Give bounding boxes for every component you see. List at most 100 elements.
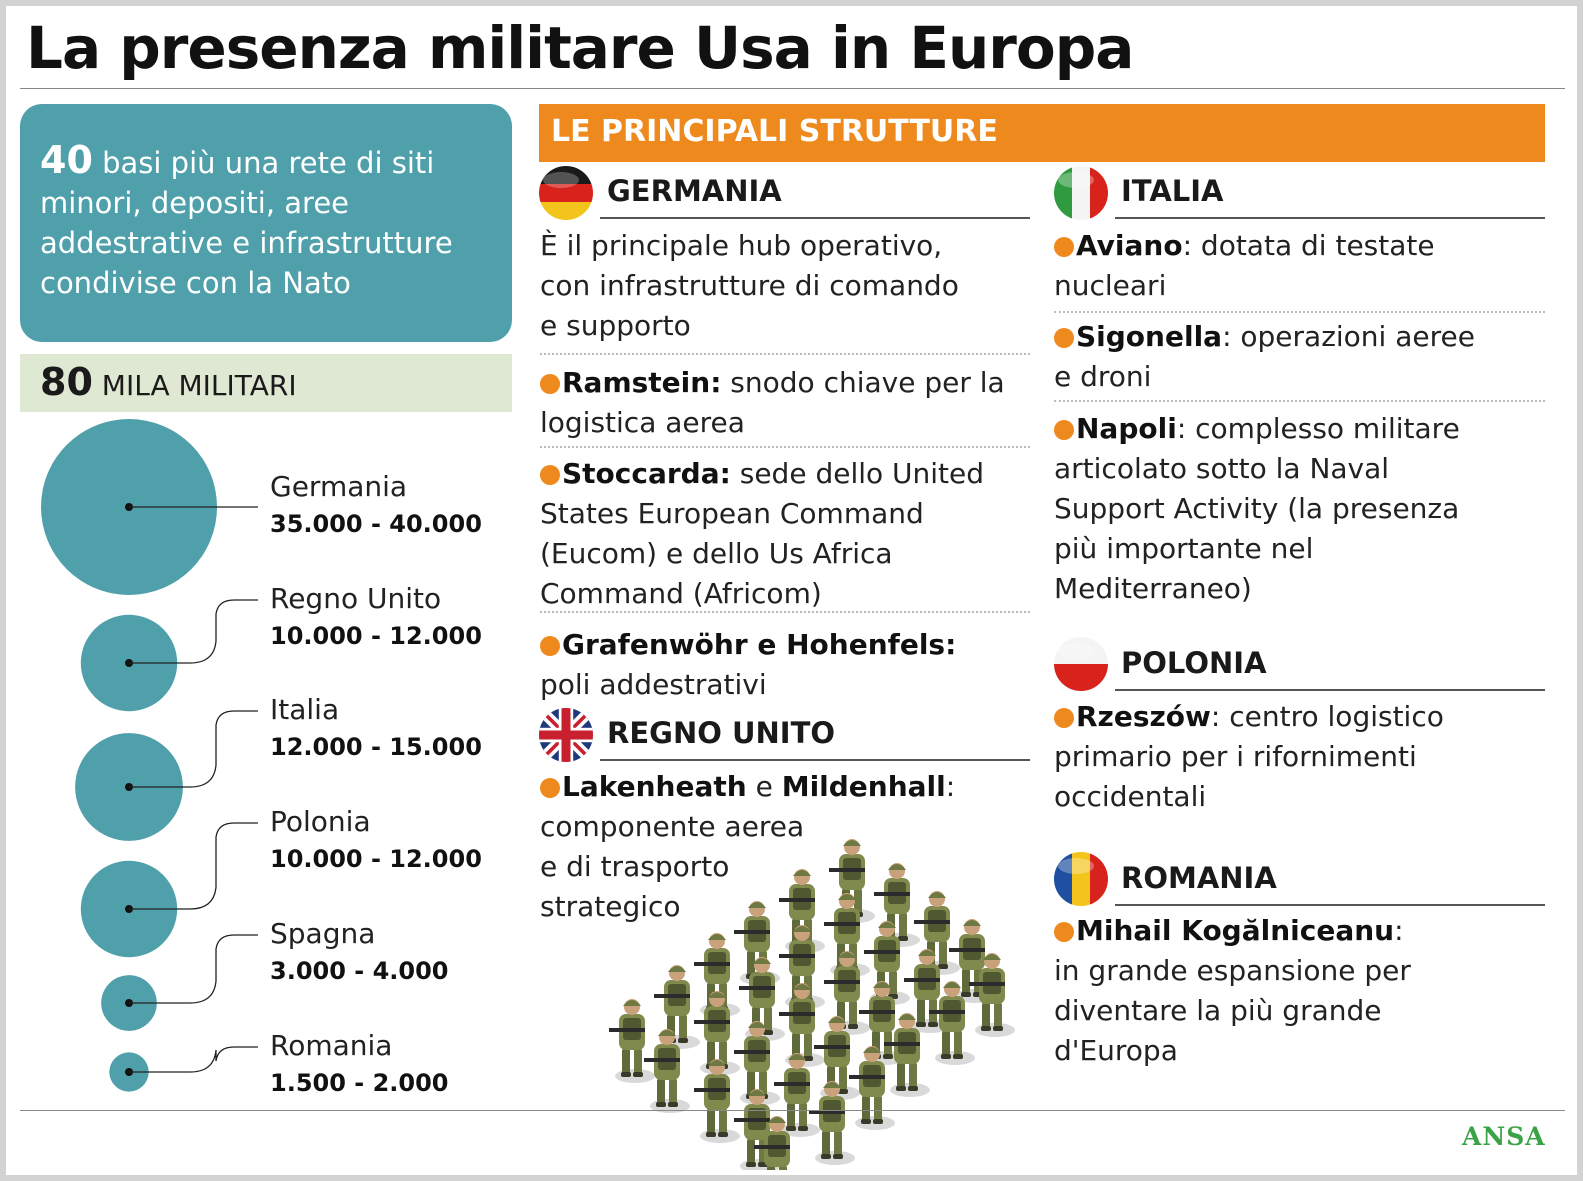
regno-unito-heading: REGNO UNITO (607, 716, 836, 750)
rzeszow-name: Rzeszów (1076, 700, 1211, 733)
aviano-entry: Aviano: dotata di testate nucleari (1054, 226, 1435, 306)
bubble-country-label: Germania (270, 470, 408, 503)
rzeszow-text-2: primario per i rifornimenti (1054, 740, 1417, 773)
bubble-country-label: Italia (270, 693, 340, 726)
footer-divider (20, 1110, 1565, 1111)
kogalniceanu-text-4: d'Europa (1054, 1034, 1178, 1067)
stoccarda-name: Stoccarda: (562, 457, 731, 490)
lakenheath-text-4: strategico (540, 890, 681, 923)
italia-rule (1115, 217, 1545, 219)
bubble-range-label: 10.000 - 12.000 (270, 622, 482, 650)
bullet-icon (540, 374, 560, 394)
title-divider (20, 88, 1565, 89)
lakenheath-conj: e (746, 770, 782, 803)
napoli-name: Napoli (1076, 412, 1177, 445)
soldier-figure (904, 949, 950, 1033)
soldier-figure (929, 981, 975, 1065)
soldier-figure (774, 1053, 820, 1137)
lakenheath-colon: : (945, 770, 956, 803)
napoli-text-1: : complesso militare (1176, 412, 1460, 445)
italia-heading: ITALIA (1121, 174, 1224, 208)
ramstein-text-2: logistica aerea (540, 406, 745, 439)
napoli-entry: Napoli: complesso militare articolato so… (1054, 409, 1460, 609)
lakenheath-entry: Lakenheath e Mildenhall: componente aere… (540, 767, 955, 927)
romania-rule (1115, 904, 1545, 906)
bubble-connector (129, 599, 258, 664)
germania-intro-line-1: È il principale hub operativo, (540, 229, 943, 262)
polonia-rule (1115, 689, 1545, 691)
bubble-connector (129, 1046, 258, 1073)
bubble-country-label: Polonia (270, 805, 371, 838)
bullet-icon (540, 465, 560, 485)
bullet-icon (1054, 328, 1074, 348)
soldier-figure (779, 983, 825, 1067)
stoccarda-text-1: sede dello United (730, 457, 985, 490)
bubble-connector (129, 822, 258, 910)
military-total-label: MILA MILITARI (92, 369, 297, 402)
summary-line-1: 40 basi più una rete di siti (40, 140, 492, 183)
bubble-country-label: Romania (270, 1029, 393, 1062)
germania-heading: GERMANIA (607, 174, 782, 208)
grafenwohr-text: poli addestrativi (540, 668, 767, 701)
germania-intro-line-2: con infrastrutture di comando (540, 269, 959, 302)
page-title: La presenza militare Usa in Europa (26, 14, 1134, 82)
soldier-figure (734, 1021, 780, 1105)
sigonella-text-2: e droni (1054, 360, 1152, 393)
sigonella-entry: Sigonella: operazioni aeree e droni (1054, 317, 1475, 397)
napoli-text-3: Support Activity (la presenza (1054, 492, 1460, 525)
aviano-text-2: nucleari (1054, 269, 1167, 302)
kogalniceanu-name: Mihail Kogălniceanu (1076, 914, 1395, 947)
soldier-figure (654, 965, 700, 1049)
bubble-country-label: Regno Unito (270, 582, 442, 615)
military-total-bar: 80 MILA MILITARI (20, 354, 512, 412)
aviano-text-1: : dotata di testate (1182, 229, 1435, 262)
romania-heading: ROMANIA (1121, 861, 1277, 895)
germania-intro-line-3: e supporto (540, 309, 691, 342)
ansa-logo: ANSA (1462, 1122, 1546, 1151)
aviano-name: Aviano (1076, 229, 1183, 262)
germania-rule (600, 217, 1030, 219)
soldier-figure (874, 863, 920, 947)
germania-intro: È il principale hub operativo, con infra… (540, 226, 959, 346)
bubble-range-label: 12.000 - 15.000 (270, 733, 482, 761)
separator (1054, 311, 1545, 313)
troops-bubble-chart (41, 419, 258, 1092)
bullet-icon (1054, 922, 1074, 942)
regno-unito-rule (600, 759, 1030, 761)
napoli-text-2: articolato sotto la Naval (1054, 452, 1390, 485)
flag-germany-icon (539, 166, 593, 220)
mildenhall-name: Mildenhall (781, 770, 946, 803)
grafenwohr-name: Grafenwöhr e Hohenfels: (562, 628, 957, 661)
bullet-icon (1054, 708, 1074, 728)
flag-poland-icon (1054, 637, 1108, 691)
stoccarda-entry: Stoccarda: sede dello United States Euro… (540, 454, 984, 614)
separator (540, 446, 1030, 448)
lakenheath-name: Lakenheath (562, 770, 747, 803)
bubble-range-label: 3.000 - 4.000 (270, 957, 449, 985)
bullet-icon (1054, 420, 1074, 440)
soldier-figure (694, 1059, 740, 1143)
rzeszow-text-1: : centro logistico (1210, 700, 1444, 733)
separator (1054, 400, 1545, 402)
grafenwohr-entry: Grafenwöhr e Hohenfels: poli addestrativ… (540, 625, 956, 705)
sigonella-text-1: : operazioni aeree (1222, 320, 1475, 353)
kogalniceanu-text-2: in grande espansione per (1054, 954, 1411, 987)
soldiers-illustration (609, 839, 1015, 1170)
sigonella-name: Sigonella (1076, 320, 1223, 353)
flag-uk-icon (539, 708, 593, 762)
bases-count: 40 (40, 138, 93, 182)
bubble-country-label: Spagna (270, 917, 376, 950)
napoli-text-4: più importante nel (1054, 532, 1314, 565)
soldier-figure (914, 891, 960, 975)
stoccarda-text-3: (Eucom) e dello Us Africa (540, 537, 893, 570)
flag-romania-icon (1054, 852, 1108, 906)
summary-line-4: condivise con la Nato (40, 266, 351, 300)
bubble-range-label: 35.000 - 40.000 (270, 510, 482, 538)
stoccarda-text-2: States European Command (540, 497, 924, 530)
bubble-range-label: 10.000 - 12.000 (270, 845, 482, 873)
rzeszow-entry: Rzeszów: centro logistico primario per i… (1054, 697, 1444, 817)
ramstein-entry: Ramstein: snodo chiave per la logistica … (540, 363, 1005, 443)
kogalniceanu-text-1: : (1394, 914, 1404, 947)
soldier-figure (609, 999, 655, 1083)
